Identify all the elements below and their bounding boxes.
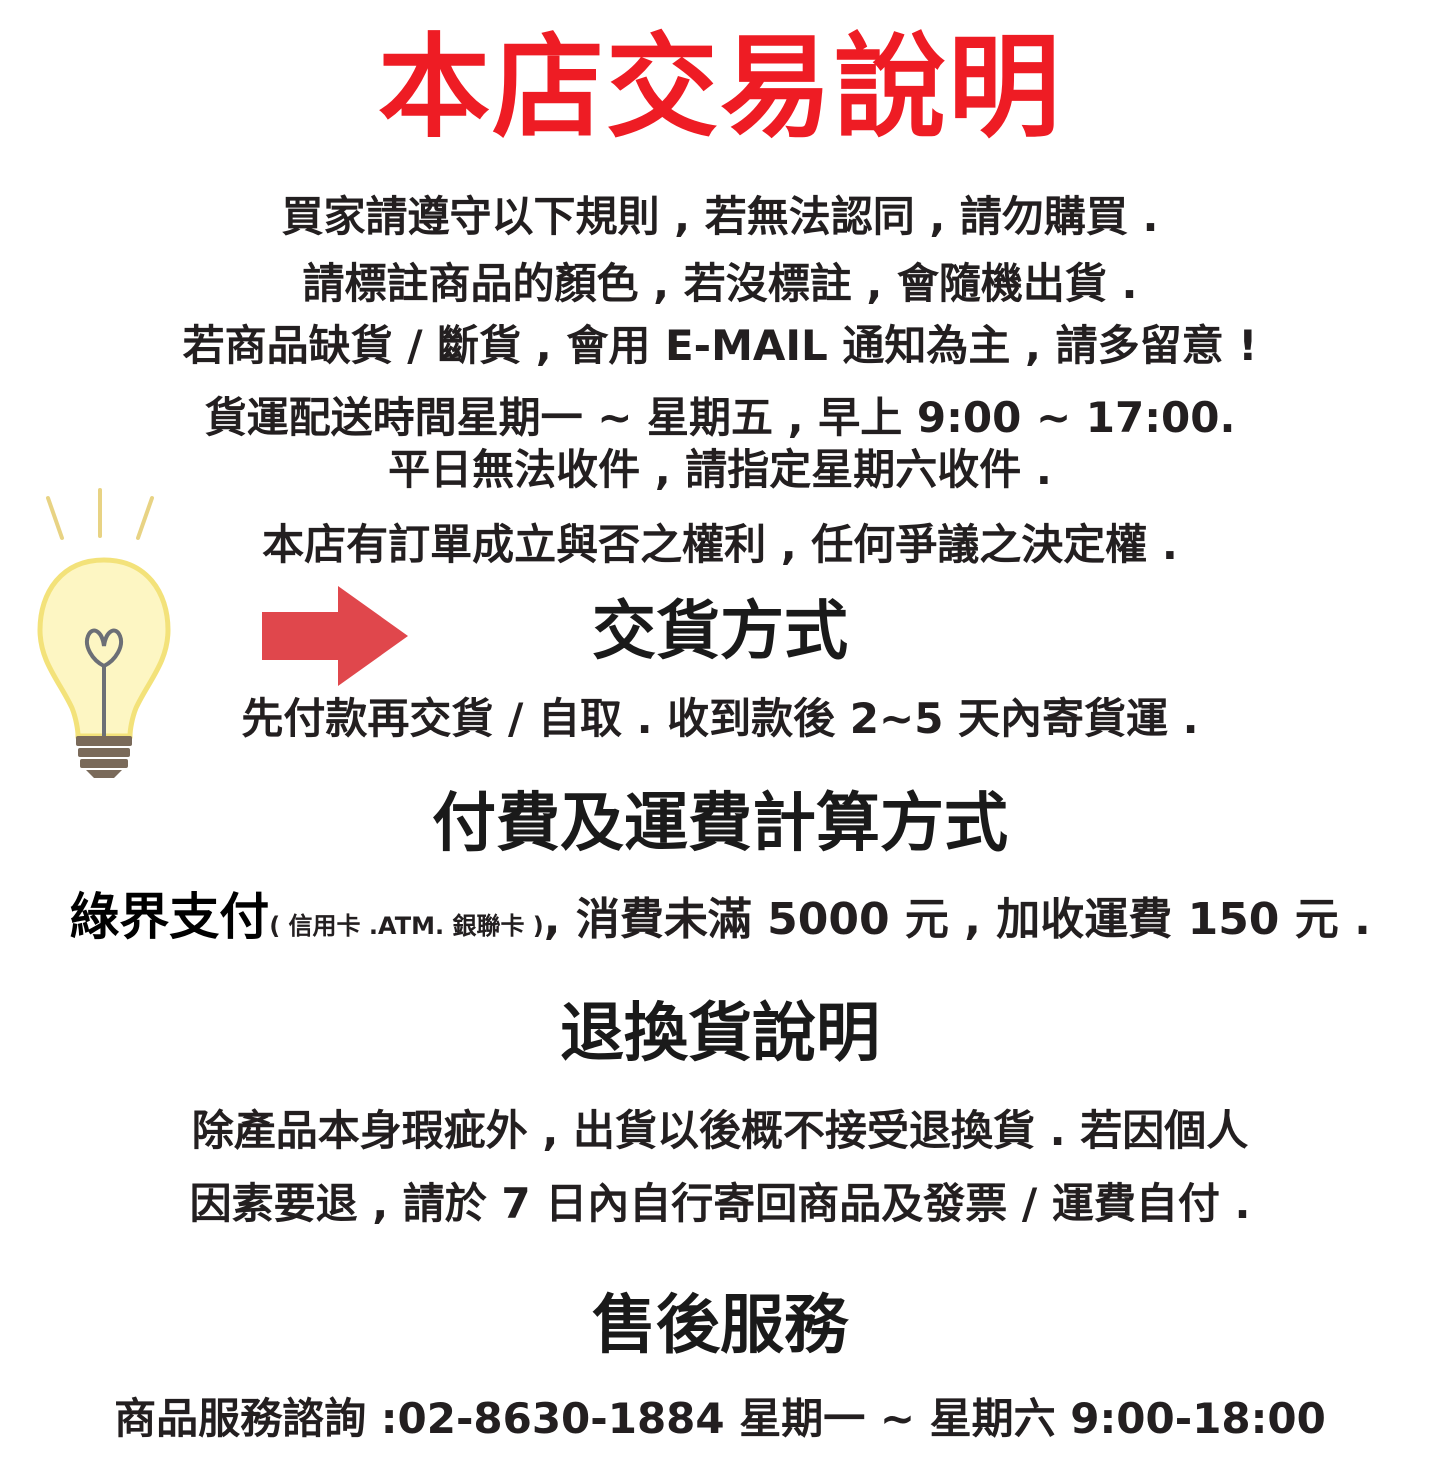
rule-line-2: 請標註商品的顏色 , 若沒標註 , 會隨機出貨 . [302,259,1138,308]
payment-heading: 付費及運費計算方式 [432,787,1008,861]
returns-line-2: 因素要退 , 請於 7 日內自行寄回商品及發票 / 運費自付 . [189,1179,1251,1228]
page-title: 本店交易說明 [378,23,1062,153]
shipping-fee-text: , 消費未滿 5000 元 , 加收運費 150 元 . [543,894,1371,945]
rule-line-6: 本店有訂單成立與否之權利 , 任何爭議之決定權 . [262,520,1178,569]
delivery-text: 先付款再交貨 / 自取 . 收到款後 2~5 天內寄貨運 . [241,694,1199,743]
returns-heading: 退換貨說明 [560,997,880,1071]
lightbulb-icon [37,488,171,778]
payment-provider-name: 綠界支付 [69,888,270,946]
after-sales-contact: 商品服務諮詢 :02-8630-1884 星期一 ~ 星期六 9:00-18:0… [114,1394,1326,1443]
arrow-right-icon [262,586,408,686]
after-sales-heading: 售後服務 [592,1289,848,1363]
rule-line-1: 買家請遵守以下規則 , 若無法認同 , 請勿購買 . [281,192,1159,241]
returns-line-1: 除產品本身瑕疵外 , 出貨以後概不接受退換貨 . 若因個人 [191,1106,1249,1155]
payment-methods: ( 信用卡 .ATM. 銀聯卡 ) [269,912,544,940]
rule-line-4: 貨運配送時間星期一 ~ 星期五 , 早上 9:00 ~ 17:00. [204,393,1236,442]
payment-line: 綠界支付( 信用卡 .ATM. 銀聯卡 ), 消費未滿 5000 元 , 加收運… [0,892,1440,942]
rule-line-5: 平日無法收件 , 請指定星期六收件 . [388,445,1052,494]
delivery-heading: 交貨方式 [592,595,848,669]
rule-line-3: 若商品缺貨 / 斷貨 , 會用 E-MAIL 通知為主 , 請多留意 ! [182,321,1258,370]
